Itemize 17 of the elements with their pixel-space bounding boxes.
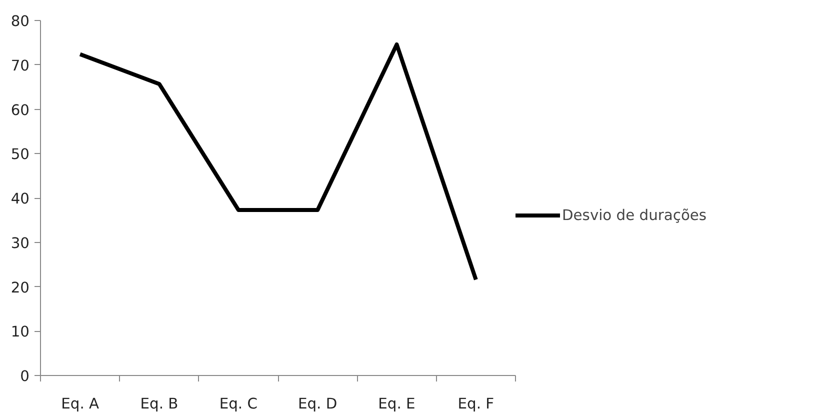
y-tick-label: 70 xyxy=(10,57,30,74)
y-tick-label: 0 xyxy=(20,368,30,385)
y-tick-label: 60 xyxy=(10,102,30,119)
x-tick-label: Eq. F xyxy=(458,396,494,412)
x-tick-label: Eq. D xyxy=(298,396,338,412)
x-tick-label: Eq. B xyxy=(140,396,178,412)
y-tick-label: 40 xyxy=(10,190,30,208)
x-tick-label: Eq. E xyxy=(378,396,416,412)
y-tick-label: 50 xyxy=(10,146,30,164)
y-tick-label: 80 xyxy=(10,13,30,30)
x-tick-label: Eq. A xyxy=(61,396,100,412)
y-tick-label: 20 xyxy=(10,279,30,296)
line-series xyxy=(78,42,478,282)
y-tick-label: 10 xyxy=(10,324,30,341)
legend-label: Desvio de durações xyxy=(562,206,707,224)
x-tick-label: Eq. C xyxy=(219,396,258,412)
y-tick-label: 30 xyxy=(10,234,30,252)
